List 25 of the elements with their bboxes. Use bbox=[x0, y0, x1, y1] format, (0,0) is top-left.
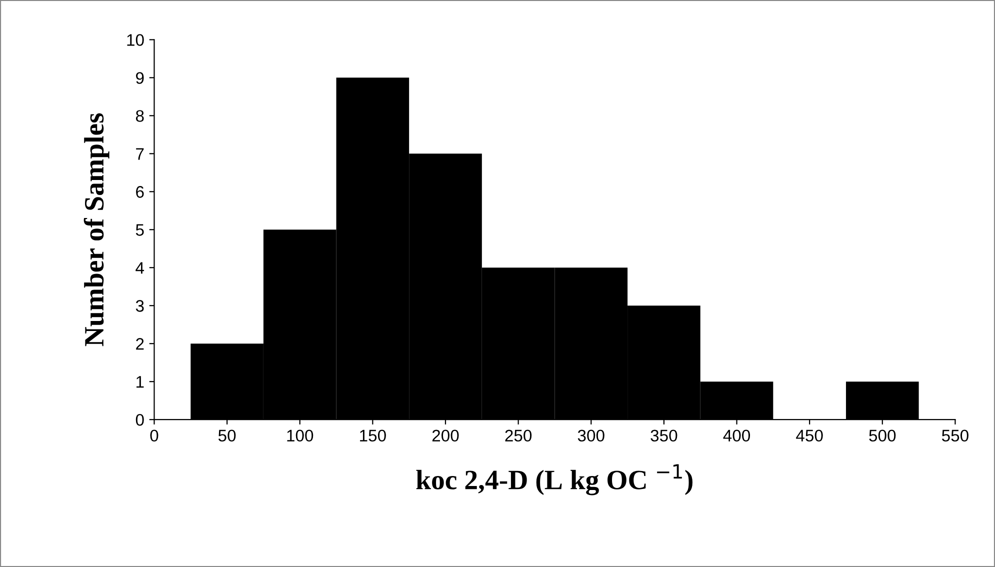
y-tick-label: 8 bbox=[136, 110, 144, 122]
y-tick-label: 7 bbox=[136, 148, 144, 160]
x-tick-label: 500 bbox=[869, 430, 896, 442]
x-tick-label: 550 bbox=[942, 430, 968, 442]
x-tick-label: 300 bbox=[578, 430, 604, 442]
x-tick-label: 0 bbox=[150, 430, 158, 442]
x-tick-label: 450 bbox=[796, 430, 823, 442]
y-tick-label: 4 bbox=[136, 262, 144, 274]
y-tick-label: 6 bbox=[136, 186, 144, 198]
x-tick-label: 200 bbox=[432, 430, 459, 442]
y-tick-label: 1 bbox=[136, 376, 144, 388]
x-tick-label: 100 bbox=[287, 430, 314, 442]
y-tick-label: 10 bbox=[127, 34, 144, 46]
y-tick-label: 9 bbox=[136, 72, 144, 84]
y-axis-title: Number of Samples bbox=[84, 113, 110, 346]
y-tick-label: 2 bbox=[136, 338, 144, 350]
x-axis-title: koc 2,4-D (L kg OC $^{−1}$) bbox=[416, 464, 692, 496]
x-tick-label: 350 bbox=[650, 430, 678, 442]
x-tick-label: 250 bbox=[505, 430, 532, 442]
y-tick-label: 0 bbox=[136, 414, 144, 426]
y-tick-label: 5 bbox=[136, 224, 144, 236]
x-tick-label: 50 bbox=[218, 430, 236, 442]
y-tick-label: 3 bbox=[136, 300, 144, 312]
x-tick-label: 400 bbox=[723, 430, 750, 442]
x-tick-label: 150 bbox=[360, 430, 386, 442]
